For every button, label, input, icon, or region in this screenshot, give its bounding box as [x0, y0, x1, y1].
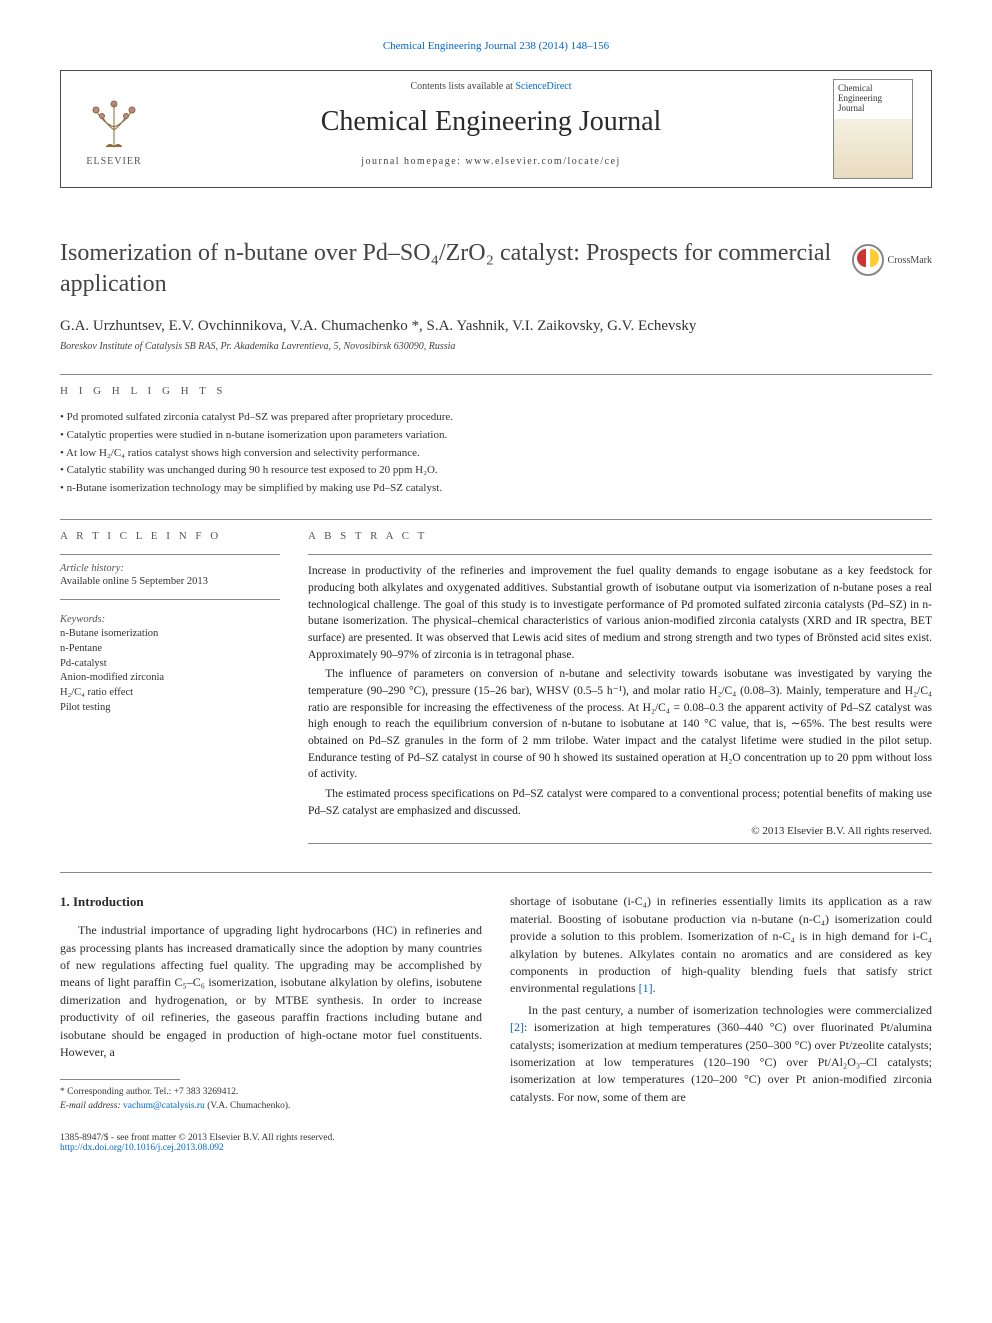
article-info-column: A R T I C L E I N F O Article history: A… [60, 530, 280, 844]
publisher-name: ELSEVIER [86, 156, 141, 167]
crossmark-icon [852, 244, 884, 276]
corresponding-author-note: * Corresponding author. Tel.: +7 383 326… [60, 1086, 482, 1099]
highlight-item: At low H₂/C₄ ratios catalyst shows high … [60, 445, 932, 463]
journal-cover-block: Chemical Engineering Journal [815, 71, 931, 187]
rule [60, 374, 932, 375]
body-text: shortage of isobutane (i-C₄) in refineri… [510, 894, 932, 995]
homepage-prefix: journal homepage: [361, 156, 465, 167]
abstract-paragraph: The influence of parameters on conversio… [308, 666, 932, 783]
citation-link[interactable]: [1] [639, 981, 653, 995]
issn-copyright-line: 1385-8947/$ - see front matter © 2013 El… [60, 1133, 932, 1143]
journal-homepage-line: journal homepage: www.elsevier.com/locat… [175, 156, 807, 167]
sciencedirect-link[interactable]: ScienceDirect [515, 81, 571, 92]
keyword: n-Pentane [60, 642, 280, 657]
email-suffix: (V.A. Chumachenko). [205, 1101, 291, 1111]
publisher-logo-block: ELSEVIER [61, 71, 167, 187]
body-text: : isomerization at high temperatures (36… [510, 1020, 932, 1104]
abstract-column: A B S T R A C T Increase in productivity… [308, 530, 932, 844]
rule [308, 554, 932, 555]
footnotes-block: * Corresponding author. Tel.: +7 383 326… [60, 1086, 482, 1113]
article-history-head: Article history: [60, 563, 280, 574]
abstract-copyright: © 2013 Elsevier B.V. All rights reserved… [308, 825, 932, 837]
keyword: Pd-catalyst [60, 657, 280, 672]
body-paragraph: The industrial importance of upgrading l… [60, 922, 482, 1061]
body-two-column: 1. Introduction The industrial importanc… [60, 893, 932, 1113]
rule [308, 843, 932, 844]
highlights-label: H I G H L I G H T S [60, 385, 932, 397]
journal-reference-link[interactable]: Chemical Engineering Journal 238 (2014) … [383, 40, 609, 52]
citation-link[interactable]: [2] [510, 1020, 524, 1034]
elsevier-tree-icon [84, 92, 144, 152]
abstract-paragraph: The estimated process specifications on … [308, 786, 932, 819]
body-paragraph: shortage of isobutane (i-C₄) in refineri… [510, 893, 932, 997]
highlight-item: Pd promoted sulfated zirconia catalyst P… [60, 409, 932, 427]
rule [60, 554, 280, 555]
rule [60, 519, 932, 520]
header-center: Contents lists available at ScienceDirec… [167, 71, 815, 187]
keyword: n-Butane isomerization [60, 627, 280, 642]
keyword: H₂/C₄ ratio effect [60, 686, 280, 701]
paper-title: Isomerization of n-butane over Pd–SO₄/Zr… [60, 238, 832, 300]
corresponding-email-link[interactable]: vachum@catalysis.ru [123, 1101, 205, 1111]
keywords-head: Keywords: [60, 614, 280, 625]
section-heading-introduction: 1. Introduction [60, 893, 482, 912]
rule [60, 872, 932, 873]
journal-reference-header: Chemical Engineering Journal 238 (2014) … [60, 40, 932, 52]
keyword: Pilot testing [60, 701, 280, 716]
footer-block: 1385-8947/$ - see front matter © 2013 El… [60, 1133, 932, 1153]
contents-available-line: Contents lists available at ScienceDirec… [175, 81, 807, 92]
body-text: . [653, 981, 656, 995]
doi-link[interactable]: http://dx.doi.org/10.1016/j.cej.2013.08.… [60, 1143, 224, 1153]
abstract-text: Increase in productivity of the refineri… [308, 563, 932, 819]
article-history-line: Available online 5 September 2013 [60, 576, 280, 587]
contents-prefix: Contents lists available at [410, 81, 515, 92]
highlight-item: n-Butane isomerization technology may be… [60, 480, 932, 498]
crossmark-widget[interactable]: CrossMark [852, 244, 932, 276]
abstract-paragraph: Increase in productivity of the refineri… [308, 563, 932, 663]
body-paragraph: In the past century, a number of isomeri… [510, 1002, 932, 1106]
authors-line: G.A. Urzhuntsev, E.V. Ovchinnikova, V.A.… [60, 318, 932, 335]
email-label: E-mail address: [60, 1101, 123, 1111]
footnote-separator [60, 1079, 180, 1080]
keyword: Anion-modified zirconia [60, 671, 280, 686]
affiliation-line: Boreskov Institute of Catalysis SB RAS, … [60, 341, 932, 352]
journal-cover-thumbnail: Chemical Engineering Journal [833, 79, 913, 179]
email-line: E-mail address: vachum@catalysis.ru (V.A… [60, 1100, 482, 1113]
homepage-url[interactable]: www.elsevier.com/locate/cej [465, 156, 620, 167]
rule [60, 599, 280, 600]
highlight-item: Catalytic properties were studied in n-b… [60, 427, 932, 445]
abstract-label: A B S T R A C T [308, 530, 932, 542]
crossmark-label: CrossMark [888, 255, 932, 266]
article-info-label: A R T I C L E I N F O [60, 530, 280, 542]
journal-name: Chemical Engineering Journal [175, 106, 807, 138]
journal-header-box: ELSEVIER Contents lists available at Sci… [60, 70, 932, 188]
highlights-block: Pd promoted sulfated zirconia catalyst P… [60, 409, 932, 497]
body-text: In the past century, a number of isomeri… [528, 1003, 932, 1017]
highlight-item: Catalytic stability was unchanged during… [60, 462, 932, 480]
